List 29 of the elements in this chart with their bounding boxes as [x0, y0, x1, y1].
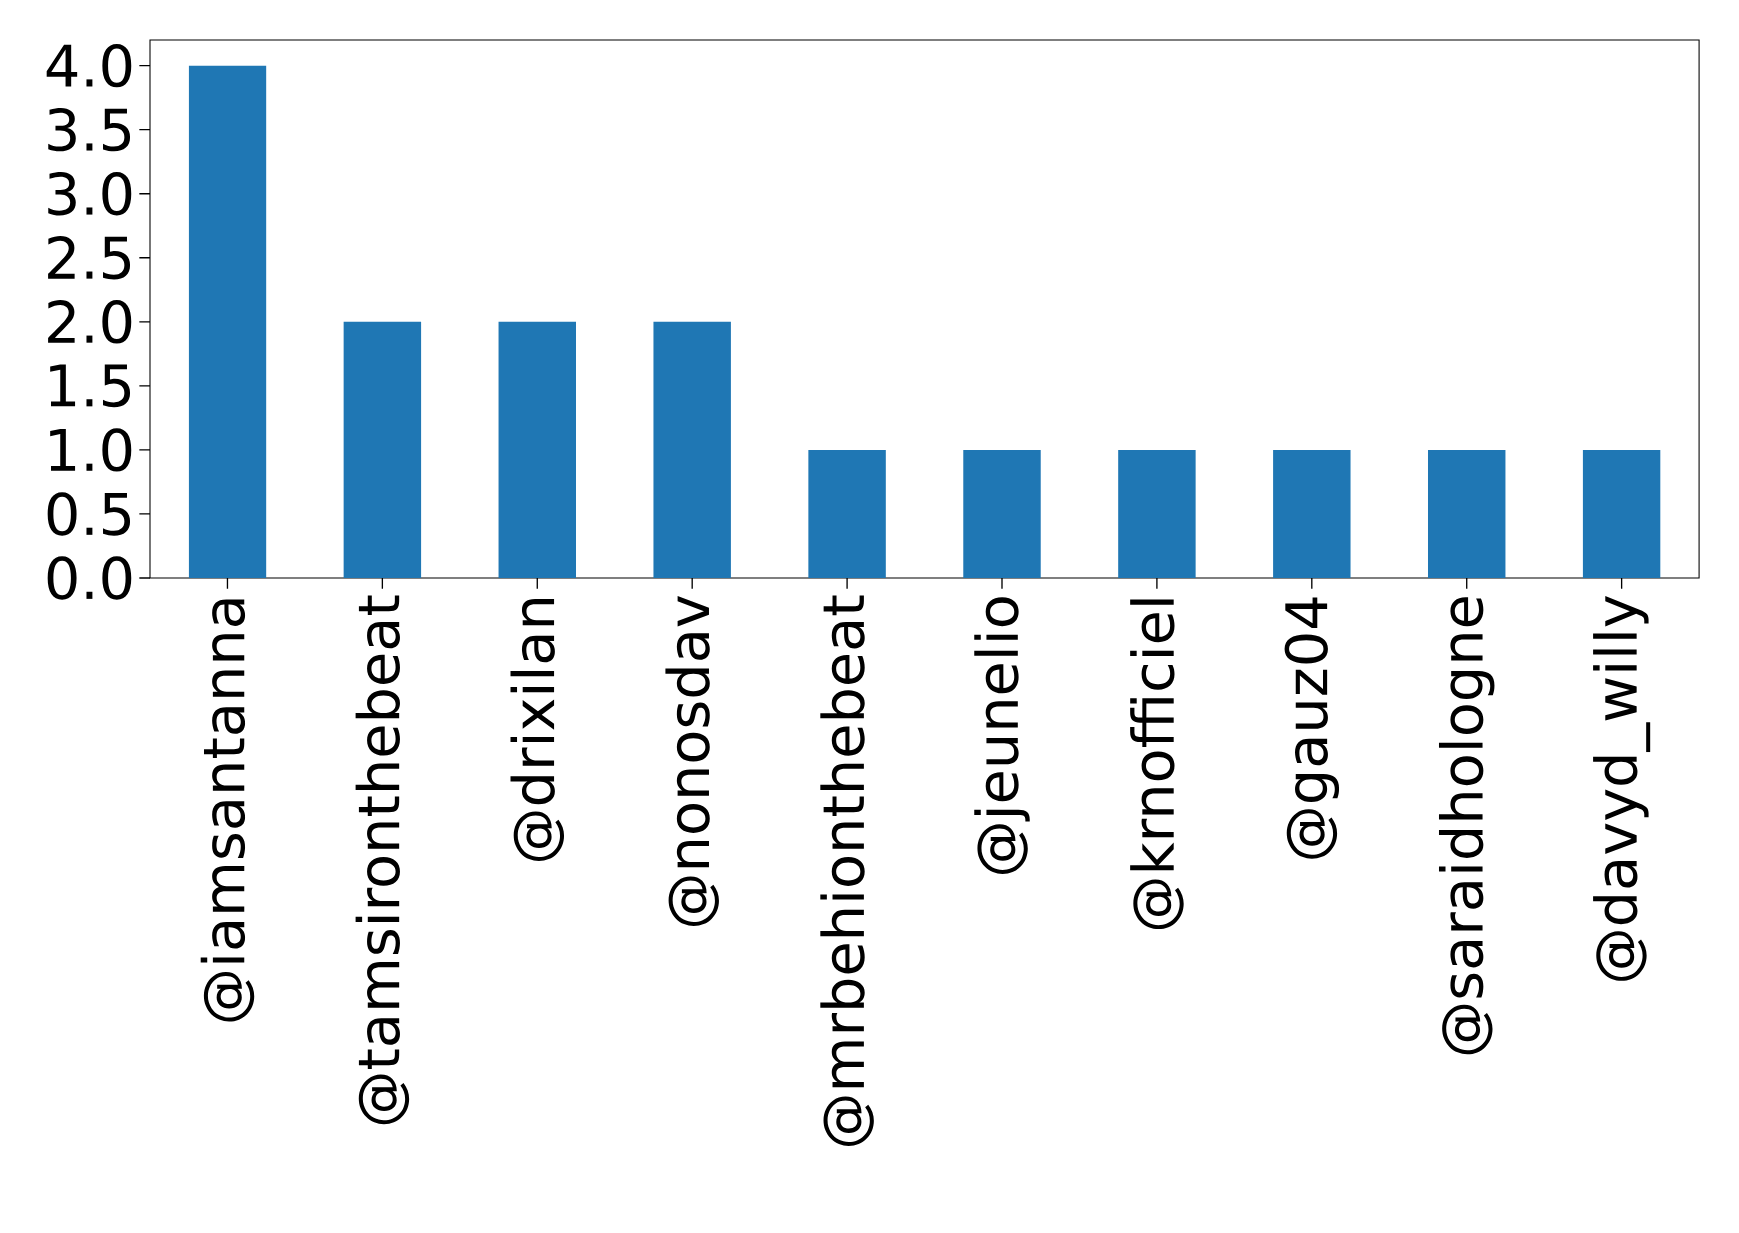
- x-tick-label: @tamsironthebeat: [355, 595, 410, 1125]
- bar: [1582, 449, 1661, 578]
- bar: [963, 449, 1041, 578]
- y-tick-label: 3.5: [48, 107, 131, 152]
- bar: [343, 321, 422, 578]
- bar: [808, 449, 886, 578]
- bar: [1273, 449, 1351, 578]
- y-tick-label: 3.0: [48, 172, 132, 216]
- x-tick-label: @krnofficiel: [1130, 599, 1184, 930]
- y-tick-label: 2.5: [48, 236, 131, 280]
- x-tick-label: @gauz04: [1284, 597, 1340, 859]
- bar: [188, 65, 267, 578]
- bar: [1118, 449, 1196, 578]
- x-tick-label: @nonosdav: [665, 595, 719, 926]
- x-tick-label: @drixilan: [510, 599, 565, 861]
- x-tick-label: @iamsantanna: [200, 599, 255, 1022]
- bar: [498, 321, 576, 578]
- y-tick-label: 0.5: [47, 492, 131, 536]
- y-tick-label: 2.0: [48, 300, 132, 344]
- x-tick-label: @jeunelio: [974, 597, 1030, 874]
- x-tick-label: @davyd_willy: [1593, 595, 1651, 981]
- bar: [1428, 449, 1506, 578]
- y-tick-label: 1.0: [50, 428, 132, 472]
- y-tick-label: 1.5: [50, 364, 131, 408]
- y-tick-label: 4.0: [46, 43, 132, 88]
- x-tick-label: @saraidhologne: [1438, 597, 1495, 1055]
- y-tick-label: 0.0: [47, 556, 132, 600]
- bar: [653, 321, 731, 578]
- x-tick-label: @mrbehionthebeat: [820, 595, 874, 1146]
